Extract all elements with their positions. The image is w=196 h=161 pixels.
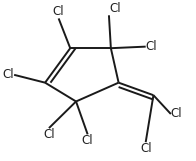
Text: Cl: Cl xyxy=(43,128,55,141)
Text: Cl: Cl xyxy=(109,2,121,15)
Text: Cl: Cl xyxy=(82,134,93,147)
Text: Cl: Cl xyxy=(146,40,157,53)
Text: Cl: Cl xyxy=(140,142,152,155)
Text: Cl: Cl xyxy=(53,5,64,18)
Text: Cl: Cl xyxy=(171,108,182,120)
Text: Cl: Cl xyxy=(3,68,14,81)
